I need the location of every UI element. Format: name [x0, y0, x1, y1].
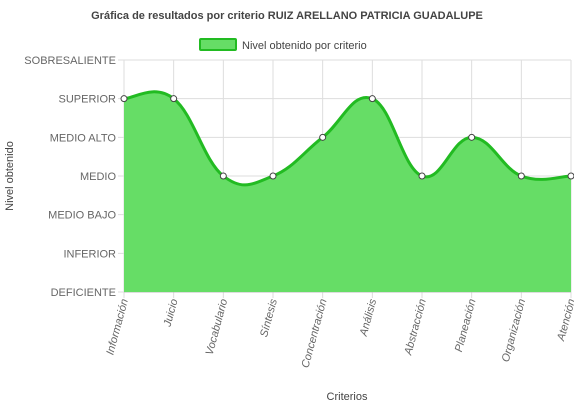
x-tick-label: Atención — [555, 298, 574, 343]
x-tick-label: Organización — [500, 298, 528, 364]
data-point-vocabulario[interactable] — [219, 172, 227, 180]
y-tick-label: SOBRESALIENTE — [24, 55, 116, 67]
data-points[interactable] — [120, 95, 574, 180]
legend-label: Nivel obtenido por criterio — [242, 40, 367, 52]
x-tick-label: Información — [104, 298, 130, 357]
data-point-concentración[interactable] — [319, 133, 327, 141]
data-point-síntesis[interactable] — [269, 172, 277, 180]
legend-swatch — [199, 38, 237, 51]
data-point-información[interactable] — [120, 95, 128, 103]
y-axis-title: Nivel obtenido — [4, 141, 16, 211]
x-tick-label: Análisis — [358, 297, 380, 338]
x-tick-label: Abstracción — [402, 298, 429, 358]
legend[interactable]: Nivel obtenido por criterio — [199, 38, 367, 52]
x-tick-label: Juicio — [161, 298, 180, 329]
x-axis-ticks: Información Juicio Vocabulario Síntesis Conc… — [104, 297, 574, 369]
series-area — [123, 90, 572, 292]
series-line — [123, 90, 572, 187]
data-point-planeación[interactable] — [468, 133, 476, 141]
x-tick-label: Síntesis — [258, 297, 280, 338]
data-point-organización[interactable] — [517, 172, 525, 180]
x-axis-title: Criterios — [327, 391, 368, 403]
x-tick-label: Vocabulario — [204, 298, 231, 357]
y-tick-label: MEDIO — [80, 171, 117, 183]
data-point-juicio[interactable] — [170, 95, 178, 103]
x-tick-label: Planeación — [453, 298, 479, 354]
y-tick-label: DEFICIENTE — [51, 287, 116, 299]
chart-title: Gráfica de resultados por criterio RUIZ … — [91, 10, 483, 22]
x-tick-label: Concentración — [300, 298, 330, 370]
series-area-fill — [124, 91, 571, 292]
y-tick-label: MEDIO BAJO — [48, 210, 116, 222]
y-tick-label: MEDIO ALTO — [50, 132, 117, 144]
y-tick-label: SUPERIOR — [59, 94, 117, 106]
y-axis-ticks: DEFICIENTE INFERIOR MEDIO BAJO MEDIO MEDIO A… — [24, 55, 116, 299]
data-point-atención[interactable] — [567, 172, 574, 180]
data-point-análisis[interactable] — [368, 95, 376, 103]
data-point-abstracción[interactable] — [418, 172, 426, 180]
y-tick-label: INFERIOR — [63, 248, 116, 260]
